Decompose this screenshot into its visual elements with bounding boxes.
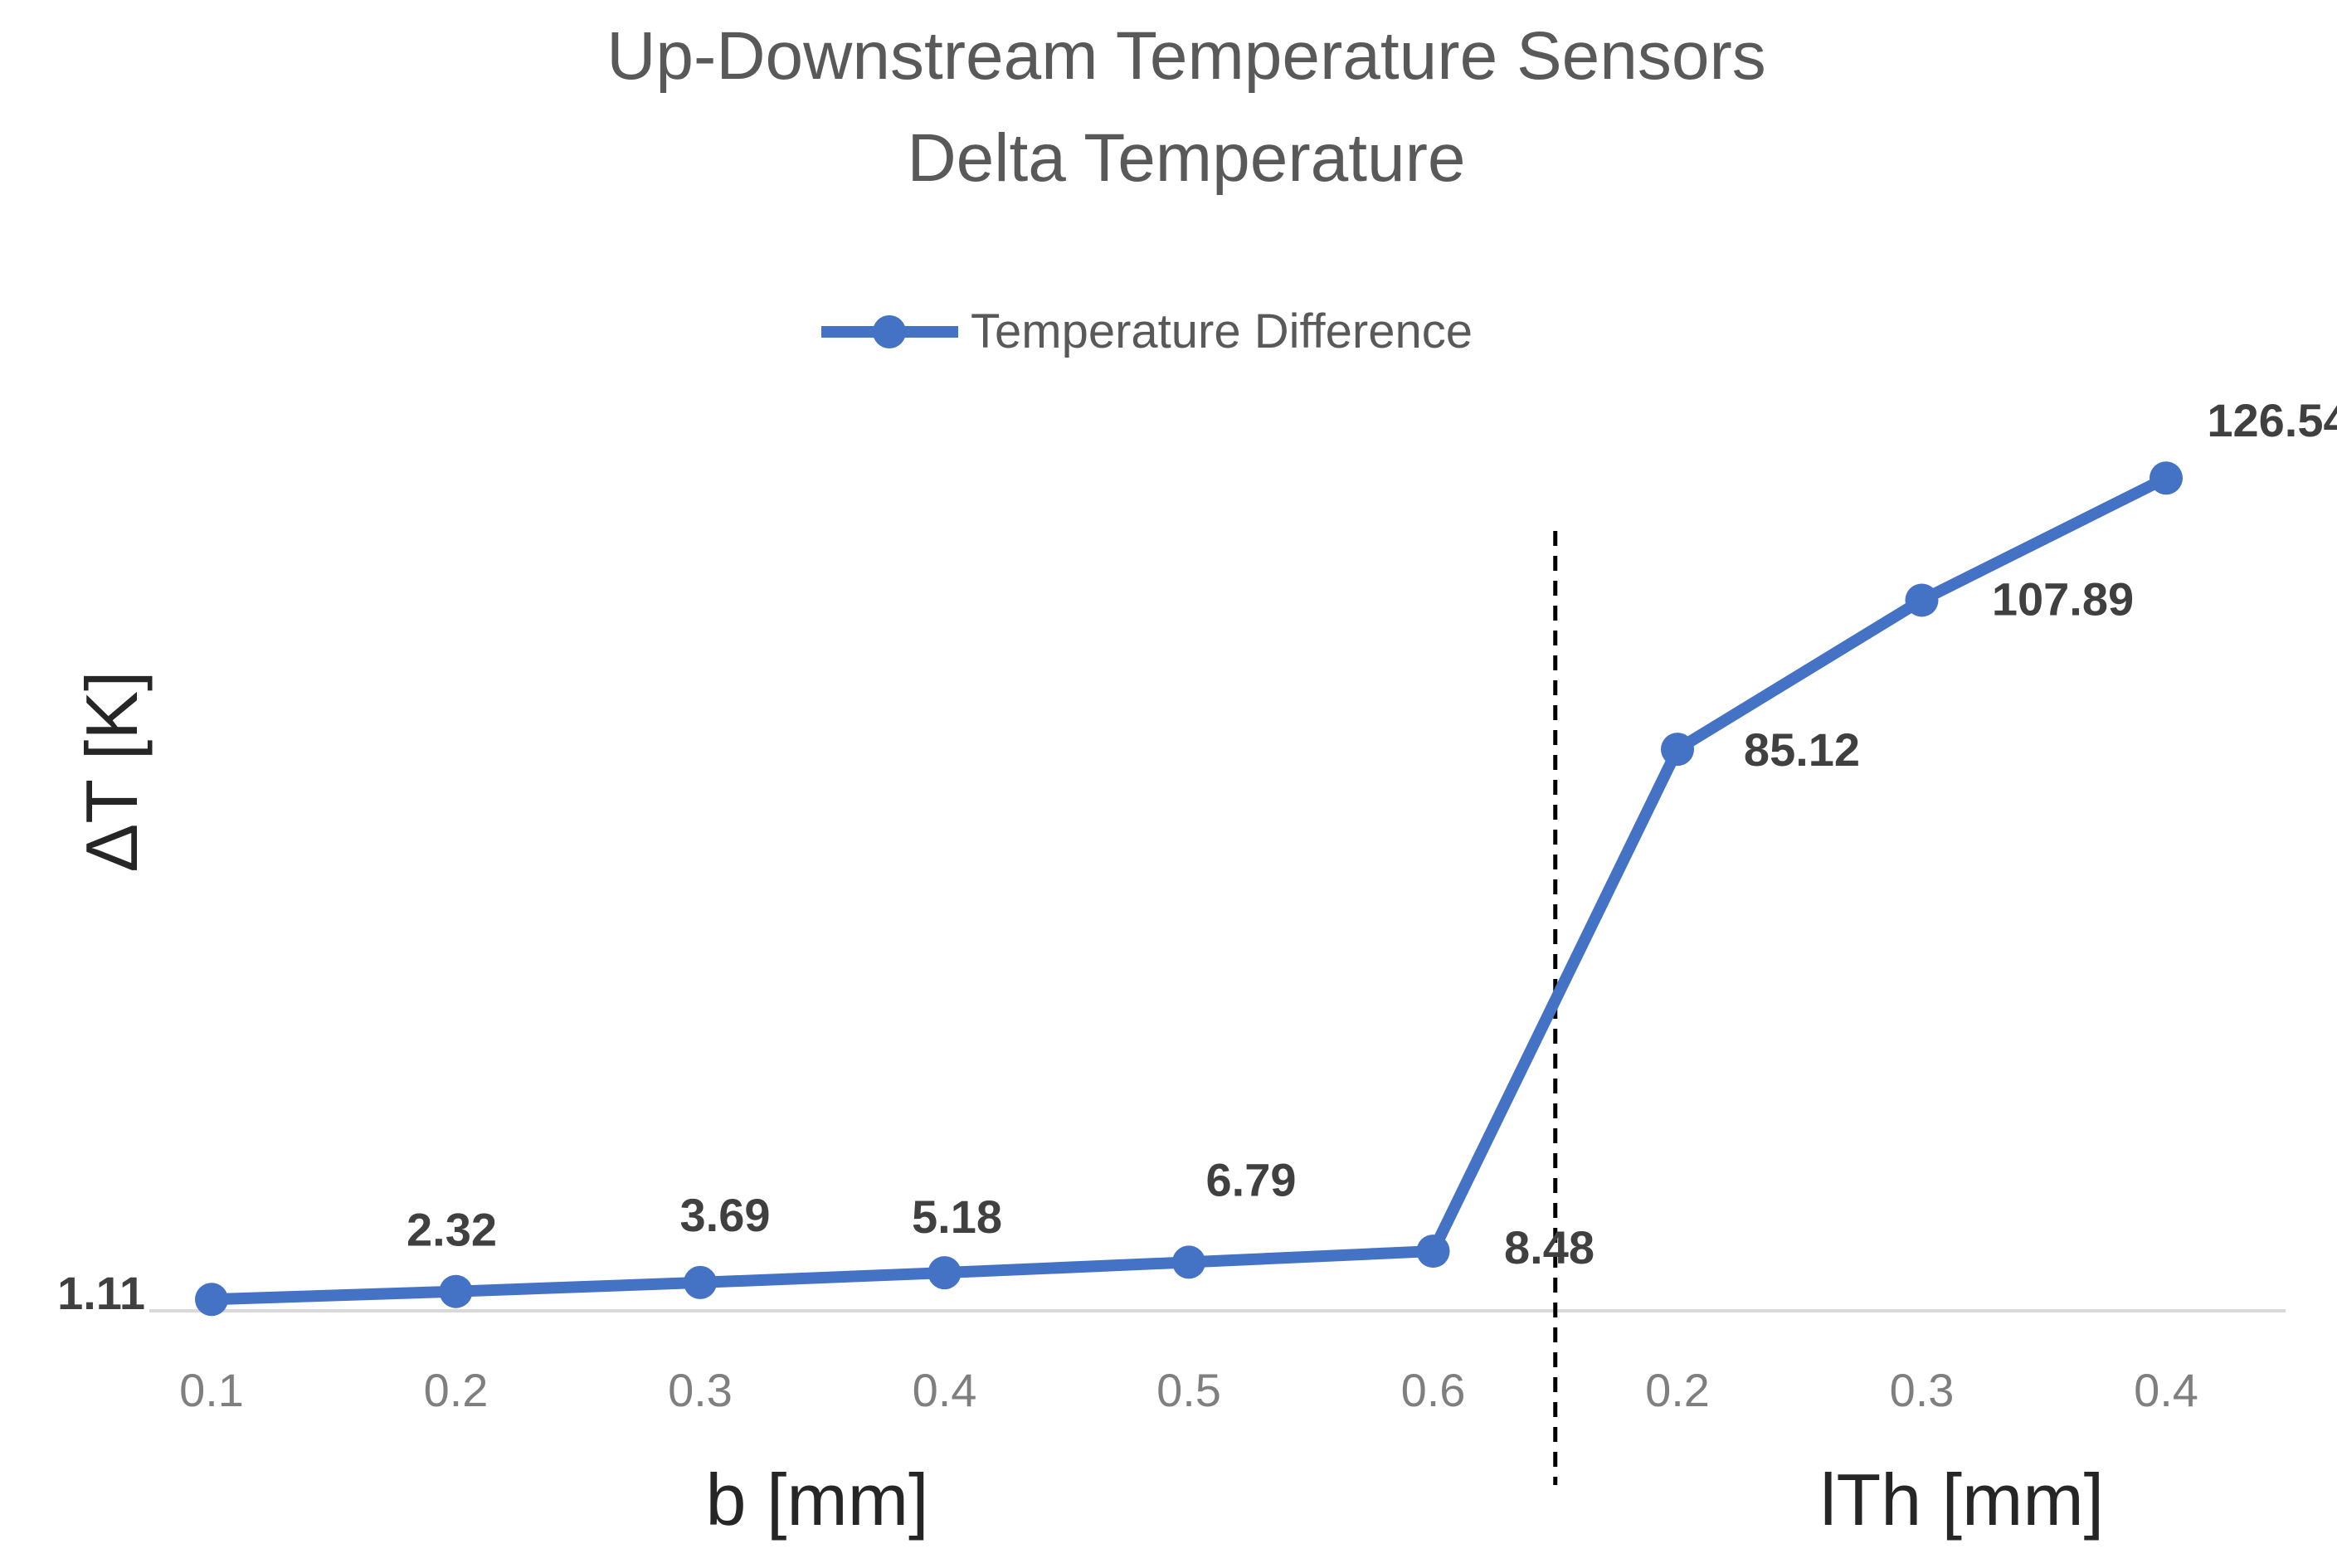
y-axis-label: ΔT [K] (71, 671, 153, 873)
data-point-marker (439, 1274, 473, 1308)
legend: Temperature Difference (821, 304, 1473, 358)
data-label: 8.48 (1504, 1221, 1595, 1273)
data-label: 126.54 (2207, 394, 2337, 446)
data-point-marker (1416, 1234, 1450, 1269)
data-point-marker (927, 1256, 962, 1290)
x-tick-label: 0.2 (1645, 1364, 1710, 1416)
x-tick-label: 0.3 (668, 1364, 733, 1416)
data-label: 1.11 (57, 1267, 145, 1319)
data-point-marker (1905, 583, 1939, 617)
series-line-temperature-difference (206, 472, 2172, 1306)
data-label: 6.79 (1206, 1153, 1297, 1205)
data-point-marker (684, 1265, 717, 1299)
data-markers (195, 461, 2183, 1317)
data-labels: 1.11 2.32 3.69 5.18 6.79 8.48 85.12 107.89 126.5… (57, 394, 2337, 1319)
x-axis-label-b: b [mm] (706, 1458, 929, 1541)
chart-subtitle: Delta Temperature (907, 120, 1465, 196)
legend-label: Temperature Difference (971, 304, 1473, 358)
x-axis-label-lth: lTh [mm] (1820, 1458, 2104, 1541)
x-tick-label: 0.6 (1401, 1364, 1466, 1416)
data-label: 5.18 (912, 1191, 1002, 1243)
x-tick-label: 0.1 (179, 1364, 244, 1416)
x-tick-label: 0.4 (2134, 1364, 2198, 1416)
x-tick-label: 0.5 (1156, 1364, 1221, 1416)
x-tick-labels: 0.1 0.2 0.3 0.4 0.5 0.6 0.2 0.3 0.4 (179, 1364, 2198, 1416)
x-tick-label: 0.4 (913, 1364, 977, 1416)
data-point-marker (2150, 461, 2183, 495)
x-tick-label: 0.2 (424, 1364, 489, 1416)
data-point-marker (1661, 733, 1694, 767)
legend-marker (873, 315, 906, 348)
data-label: 2.32 (407, 1204, 497, 1256)
data-label: 85.12 (1744, 723, 1860, 776)
x-tick-label: 0.3 (1890, 1364, 1955, 1416)
data-label: 3.69 (680, 1189, 771, 1241)
data-label: 107.89 (1992, 572, 2134, 625)
data-point-marker (195, 1283, 228, 1317)
chart-title: Up-Downstream Temperature Sensors (606, 18, 1766, 94)
data-point-marker (1172, 1245, 1205, 1279)
